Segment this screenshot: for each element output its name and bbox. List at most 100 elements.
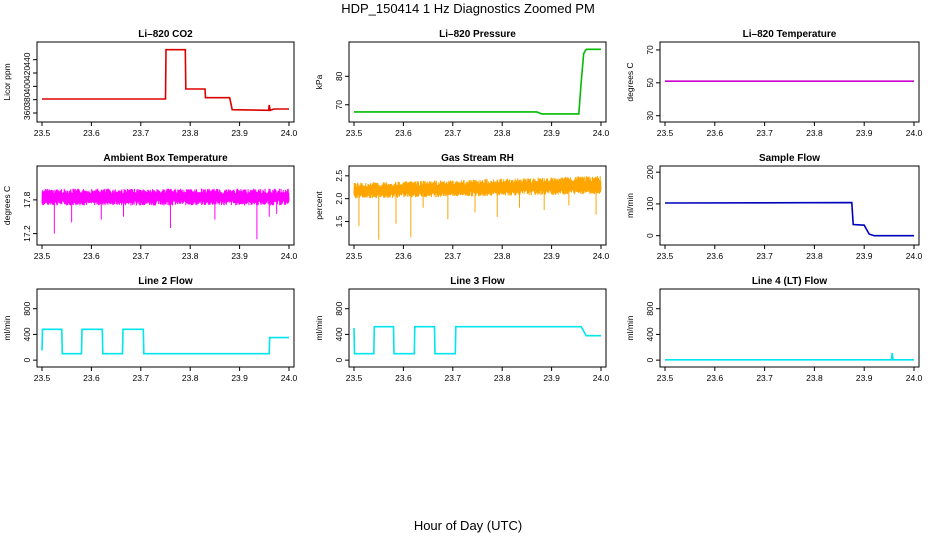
x-axis-label: Hour of Day (UTC): [413, 518, 523, 533]
x-tick-label: 23.7: [445, 128, 462, 138]
x-tick-label: 23.9: [543, 251, 560, 261]
x-tick-label: 23.5: [346, 251, 363, 261]
y-tick-label: 0: [645, 358, 655, 363]
y-tick-label: 800: [22, 301, 32, 315]
y-tick-label: 0: [645, 233, 655, 238]
y-tick-label: 400: [645, 327, 655, 341]
x-tick-label: 23.6: [83, 128, 100, 138]
y-tick-label: 17.8: [22, 191, 32, 208]
plot-frame: [659, 288, 920, 368]
x-tick-label: 23.9: [231, 251, 248, 261]
x-tick-label: 23.5: [34, 373, 51, 383]
y-tick-label: 380: [22, 92, 32, 106]
plot-frame: [36, 165, 295, 246]
y-tick-label: 100: [645, 197, 655, 211]
panel-title: Li–820 Pressure: [439, 29, 516, 40]
x-tick-label: 23.5: [346, 373, 363, 383]
x-tick-label: 23.6: [83, 373, 100, 383]
y-tick-label: 70: [645, 45, 655, 55]
x-tick-label: 23.9: [856, 373, 873, 383]
x-tick-label: 23.8: [806, 128, 823, 138]
x-tick-label: 23.6: [395, 128, 412, 138]
chart-panel-1: Li–820 CO2 23.5 23.6 23.7 23.8 23.9 24.0 360380…: [2, 29, 298, 138]
x-tick-label: 23.9: [543, 128, 560, 138]
chart-panel-7: Line 2 Flow 23.5 23.6 23.7 23.8 23.9 24.0 0 400 8…: [2, 276, 298, 383]
x-tick-label: 23.6: [707, 251, 724, 261]
panel-title: Li–820 Temperature: [743, 29, 837, 40]
y-tick-label: 400: [334, 327, 344, 341]
x-tick-label: 23.5: [34, 128, 51, 138]
y-axis-label: ml/min: [2, 315, 12, 340]
x-tick-label: 24.0: [281, 373, 298, 383]
x-tick-label: 24.0: [906, 373, 923, 383]
x-tick-label: 23.8: [806, 251, 823, 261]
x-tick-label: 23.5: [346, 128, 363, 138]
y-tick-label: 80: [334, 71, 344, 81]
x-tick-label: 23.6: [395, 251, 412, 261]
chart-panel-6: Sample Flow 23.5 23.6 23.7 23.8 23.9 24.0 0 100 2…: [625, 153, 923, 261]
panel-title: Line 4 (LT) Flow: [752, 276, 828, 287]
y-tick-label: 400: [22, 79, 32, 93]
plot-frame: [659, 41, 920, 123]
y-tick-label: 440: [22, 52, 32, 66]
y-axis-label: ml/min: [625, 315, 635, 340]
x-tick-label: 23.7: [133, 128, 150, 138]
chart-panel-4: Ambient Box Temperature 23.5 23.6 23.7 23.8 2…: [2, 153, 298, 261]
y-tick-label: 400: [22, 327, 32, 341]
y-tick-label: 30: [645, 111, 655, 121]
x-tick-label: 23.6: [707, 373, 724, 383]
x-tick-label: 23.5: [657, 251, 674, 261]
x-tick-label: 23.5: [657, 373, 674, 383]
plot-frame: [36, 288, 295, 368]
y-tick-label: 0: [22, 358, 32, 363]
y-axis-label: kPa: [314, 74, 324, 89]
x-tick-label: 24.0: [593, 373, 610, 383]
x-tick-label: 23.6: [395, 373, 412, 383]
panel-title: Sample Flow: [759, 153, 820, 164]
x-tick-label: 23.7: [445, 373, 462, 383]
y-tick-label: 420: [22, 66, 32, 80]
x-tick-label: 24.0: [281, 251, 298, 261]
x-tick-label: 23.7: [756, 251, 773, 261]
series-line: [664, 201, 914, 237]
y-tick-label: 800: [334, 301, 344, 315]
x-tick-label: 23.9: [856, 128, 873, 138]
x-tick-label: 23.9: [231, 373, 248, 383]
x-tick-label: 23.8: [182, 251, 199, 261]
x-tick-label: 23.9: [543, 373, 560, 383]
y-tick-label: 2.0: [334, 192, 344, 204]
x-tick-label: 23.9: [856, 251, 873, 261]
y-tick-label: 50: [645, 78, 655, 88]
x-tick-label: 23.7: [445, 251, 462, 261]
y-axis-label: percent: [314, 191, 324, 220]
series-line: [41, 328, 289, 355]
chart-panel-8: Line 3 Flow 23.5 23.6 23.7 23.8 23.9 24.0 0 400 8…: [314, 276, 610, 383]
chart-panel-3: Li–820 Temperature 23.5 23.6 23.7 23.8 23.9 24…: [625, 29, 923, 138]
x-tick-label: 24.0: [906, 251, 923, 261]
y-axis-label: degrees C: [2, 186, 12, 225]
y-tick-label: 70: [334, 100, 344, 110]
y-tick-label: 0: [334, 358, 344, 363]
x-tick-label: 23.7: [756, 128, 773, 138]
x-tick-label: 23.9: [231, 128, 248, 138]
x-tick-label: 23.7: [756, 373, 773, 383]
y-tick-label: 200: [645, 165, 655, 179]
x-tick-label: 23.8: [494, 373, 511, 383]
panel-title: Line 3 Flow: [450, 276, 505, 287]
panel-title: Line 2 Flow: [138, 276, 193, 287]
figure-title: HDP_150414 1 Hz Diagnostics Zoomed PM: [341, 1, 595, 16]
x-tick-label: 24.0: [593, 128, 610, 138]
x-tick-label: 23.8: [182, 128, 199, 138]
y-axis-label: ml/min: [314, 315, 324, 340]
series-line: [353, 175, 602, 199]
x-tick-label: 24.0: [593, 251, 610, 261]
plot-frame: [348, 41, 607, 123]
chart-panel-9: Line 4 (LT) Flow 23.5 23.6 23.7 23.8 23.9 24.0…: [625, 276, 923, 383]
x-tick-label: 23.5: [34, 251, 51, 261]
y-tick-label: 2.5: [334, 170, 344, 182]
panel-title: Li–820 CO2: [138, 29, 193, 40]
y-tick-label: 1.5: [334, 215, 344, 227]
x-tick-label: 24.0: [281, 128, 298, 138]
series-line: [354, 48, 601, 115]
